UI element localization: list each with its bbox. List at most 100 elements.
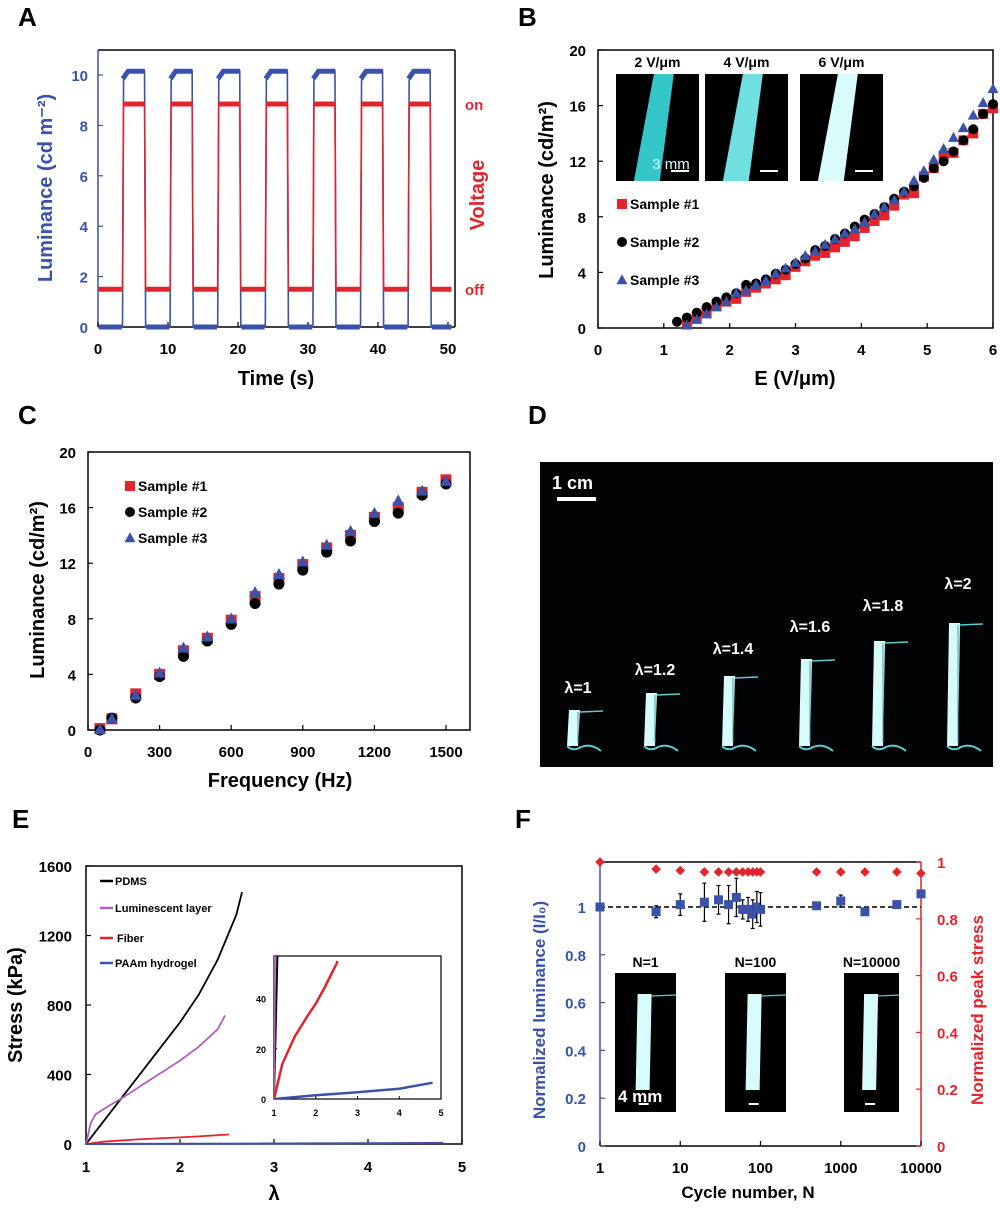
data-point bbox=[780, 270, 791, 281]
right-y-tick-label: 0.8 bbox=[937, 912, 958, 929]
fiber-lead-top bbox=[651, 994, 677, 997]
data-point bbox=[918, 165, 930, 176]
y-tick-label: 0 bbox=[80, 320, 88, 337]
data-point bbox=[898, 186, 910, 197]
data-point bbox=[770, 268, 782, 279]
data-point bbox=[760, 274, 772, 285]
x-tick-label: 1 bbox=[82, 1159, 90, 1176]
y-axis-title: Luminance (cd m⁻²) bbox=[35, 94, 57, 282]
data-point bbox=[737, 867, 748, 877]
legend-label: Sample #3 bbox=[630, 272, 699, 288]
x-tick-label: 0 bbox=[84, 744, 92, 761]
data-point bbox=[839, 236, 850, 247]
legend-label: Sample #3 bbox=[138, 530, 207, 546]
data-point bbox=[595, 857, 605, 867]
data-point bbox=[724, 900, 734, 910]
x-tick-label: 300 bbox=[147, 744, 172, 761]
data-point bbox=[701, 308, 713, 319]
fiber-lead-bottom bbox=[798, 744, 834, 752]
x-tick-label: 4 bbox=[364, 1159, 373, 1176]
series-sample-3 bbox=[681, 83, 999, 330]
data-point bbox=[836, 896, 846, 906]
legend-label: PDMS bbox=[115, 876, 147, 888]
x-tick-label: 900 bbox=[290, 744, 315, 761]
data-point bbox=[830, 242, 840, 253]
legend-marker bbox=[125, 481, 135, 491]
y-tick-label: 800 bbox=[47, 998, 72, 1015]
data-point bbox=[368, 516, 380, 527]
data-point bbox=[731, 867, 742, 877]
data-point bbox=[273, 578, 285, 590]
data-point bbox=[869, 208, 880, 219]
legend-label: Fiber bbox=[117, 933, 145, 945]
stretch-label: λ=1 bbox=[564, 680, 591, 697]
fiber-lead-top bbox=[811, 659, 836, 662]
inset-frame bbox=[273, 955, 442, 1100]
y-tick-label: 4 bbox=[68, 667, 77, 684]
data-point bbox=[730, 287, 742, 298]
inset-x-tick-label: 2 bbox=[313, 1108, 318, 1118]
fiber-lead-bottom bbox=[566, 744, 602, 752]
data-point bbox=[918, 172, 929, 183]
inset-label: 2 V/μm bbox=[635, 54, 681, 70]
data-point bbox=[967, 109, 979, 120]
inset-label: N=1 bbox=[632, 954, 658, 970]
luminance-on-plateau bbox=[168, 68, 193, 81]
x-tick-label: 1200 bbox=[358, 744, 391, 761]
luminance-on-plateau bbox=[263, 68, 288, 81]
data-point bbox=[879, 210, 890, 221]
y-tick-label: 0 bbox=[578, 321, 586, 338]
y-axis-title: Normalized luminance (I/I₀) bbox=[530, 901, 549, 1119]
data-point bbox=[916, 868, 926, 879]
data-point bbox=[675, 900, 685, 910]
y-tick-label: 6 bbox=[80, 169, 88, 186]
data-point bbox=[835, 867, 846, 877]
y-tick-label: 2 bbox=[80, 270, 88, 287]
data-point bbox=[770, 274, 781, 285]
y-tick-label: 12 bbox=[569, 154, 586, 171]
data-point bbox=[672, 316, 682, 327]
data-point bbox=[691, 313, 703, 324]
inset-photo-2: N=100 bbox=[725, 954, 787, 1112]
y-axis-title: Luminance (cd/m²) bbox=[536, 101, 558, 279]
inset-x-tick-label: 1 bbox=[271, 1108, 276, 1118]
luminance-on-plateau bbox=[358, 68, 383, 81]
x-tick-label: 0 bbox=[94, 341, 102, 358]
data-point bbox=[750, 279, 762, 290]
data-point bbox=[820, 247, 831, 258]
y-tick-label: 8 bbox=[578, 210, 586, 227]
x-tick-label: 10000 bbox=[900, 1160, 942, 1177]
inset-series-line-fiber bbox=[274, 960, 339, 1099]
stretch-label: λ=2 bbox=[944, 576, 971, 593]
legend-marker bbox=[124, 532, 136, 543]
data-point bbox=[839, 227, 851, 238]
data-point bbox=[225, 612, 238, 624]
data-point bbox=[129, 688, 142, 700]
fiber-lead-top bbox=[761, 994, 787, 997]
legend: PDMS Luminescent layer Fiber PAAm hydrogel bbox=[100, 876, 212, 970]
data-point bbox=[681, 319, 693, 330]
x-tick-label: 6 bbox=[989, 342, 997, 359]
x-axis-title: Frequency (Hz) bbox=[208, 770, 352, 792]
data-point bbox=[651, 864, 661, 874]
x-tick-label: 100 bbox=[748, 1160, 773, 1177]
data-point bbox=[957, 122, 969, 133]
y-tick-label: 400 bbox=[47, 1068, 72, 1085]
data-point bbox=[345, 535, 357, 547]
data-point bbox=[249, 586, 262, 598]
stretch-label: λ=1.2 bbox=[635, 662, 676, 679]
data-point bbox=[909, 188, 919, 199]
y-tick-label: 0 bbox=[578, 1139, 586, 1156]
plot-frame bbox=[87, 451, 471, 731]
stretched-fiber-1: λ=1 bbox=[564, 680, 604, 752]
x-tick-label: 1 bbox=[596, 1160, 604, 1177]
data-point bbox=[987, 83, 999, 94]
right-axis-title: Voltage bbox=[467, 160, 489, 231]
y-tick-label: 0 bbox=[68, 723, 76, 740]
data-point bbox=[699, 897, 709, 907]
data-point bbox=[878, 201, 890, 212]
inset-photo-3: N=10000 bbox=[843, 954, 900, 1112]
legend-label: Sample #1 bbox=[138, 478, 207, 494]
